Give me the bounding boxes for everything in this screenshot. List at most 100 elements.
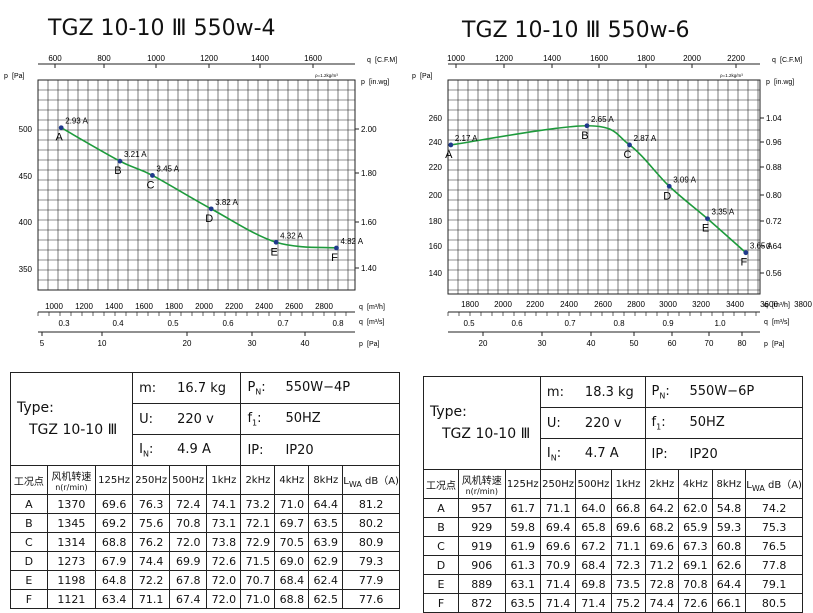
table-cell: 71.1 — [132, 589, 171, 609]
m3s-tick-label: 0.8 — [613, 319, 625, 328]
table-cell: 67.3 — [678, 536, 713, 556]
m3h-tick-label: 1600 — [135, 302, 153, 311]
mass-cell: m: 16.7 kg — [132, 372, 242, 404]
density-label: ρ=1.2kg/m³ — [720, 73, 743, 78]
operating-point-label: E — [702, 223, 709, 235]
m3h-tick-label: 2600 — [594, 300, 612, 309]
header-4khz: 4kHz — [274, 465, 310, 495]
spec-table-550w-4: Type: TGZ 10-10 Ⅲ m: 16.7 kg PN: 550W−4P U… — [9, 372, 400, 609]
table-cell: 67.4 — [169, 589, 208, 609]
table-cell: 70.9 — [539, 555, 577, 575]
table-row: D 906 61.3 70.9 68.4 72.3 71.2 69.1 62.6 77.8 — [423, 555, 803, 575]
cfm-tick-label: 800 — [97, 54, 111, 63]
table-cell: 76.2 — [132, 532, 171, 552]
table-cell: 67.2 — [575, 536, 612, 556]
mass-value: 16.7 kg — [177, 380, 226, 396]
operating-point-current: 3.45 A — [156, 164, 179, 173]
pd-tick-label: 5 — [40, 339, 45, 348]
table-cell: 62.9 — [308, 551, 344, 571]
pd-tick-label: 20 — [479, 339, 488, 348]
table-row: C 1314 68.8 76.2 72.0 73.8 72.9 70.5 63.9 80.9 — [10, 532, 400, 552]
m3s-axis-unit: [m³/s] — [772, 319, 790, 326]
table-cell: 70.7 — [240, 570, 276, 590]
table-cell: 68.2 — [644, 517, 680, 537]
table-cell: 79.1 — [745, 574, 803, 594]
table-cell: 69.6 — [610, 517, 646, 537]
table-cell: 73.1 — [206, 513, 242, 533]
table-row: D 1273 67.9 74.4 69.9 72.6 71.5 69.0 62.9 79.3 — [10, 551, 400, 571]
m3s-tick-label: 0.5 — [167, 319, 179, 328]
header-500hz: 500Hz — [169, 465, 208, 495]
ip-label: IP: — [247, 442, 264, 458]
header-500hz: 500Hz — [575, 469, 612, 499]
voltage-label: U: — [546, 415, 561, 431]
header-125hz: 125Hz — [95, 465, 134, 495]
table-cell: 73.8 — [206, 532, 242, 552]
table-row: F 872 63.5 71.4 71.4 75.2 74.4 72.6 66.1 80.5 — [423, 593, 803, 613]
cfm-axis-label: q — [367, 57, 371, 64]
table-cell: 957 — [457, 498, 506, 518]
operating-point-label: E — [270, 246, 277, 258]
header-lwa: LWA dB（A) — [342, 465, 400, 495]
operating-point-current: 2.65 A — [591, 115, 614, 124]
table-cell: 919 — [457, 536, 506, 556]
row-point-label: B — [423, 517, 459, 537]
power-value: 550W−6P — [689, 383, 755, 399]
table-cell: 71.1 — [610, 536, 646, 556]
inwg-axis-label: p — [361, 79, 365, 86]
table-cell: 72.6 — [206, 551, 242, 571]
m3s-axis-label: q — [359, 319, 363, 326]
spec-table-550w-6: Type: TGZ 10-10 Ⅲ m: 18.3 kg PN: 550W−6P U… — [423, 376, 804, 613]
table-cell: 80.2 — [342, 513, 400, 533]
table-cell: 72.6 — [678, 593, 713, 613]
table-cell: 63.9 — [308, 532, 344, 552]
table-cell: 75.3 — [745, 517, 803, 537]
m3h-tick-label: 3000 — [659, 300, 677, 309]
pd-tick-label: 40 — [301, 339, 310, 348]
operating-point-marker — [150, 173, 155, 178]
table-cell: 72.8 — [644, 574, 680, 594]
table-cell: 72.9 — [240, 532, 276, 552]
m3h-tick-label: 2000 — [195, 302, 213, 311]
power-value: 550W−4P — [285, 379, 351, 395]
pa-axis-label: p — [412, 73, 416, 80]
table-cell: 60.8 — [711, 536, 747, 556]
inwg-tick-label: 0.96 — [766, 138, 782, 147]
header-1khz: 1kHz — [206, 465, 242, 495]
m3h-axis-unit: [m³/h] — [367, 304, 385, 311]
m3s-axis-unit: [m³/s] — [367, 319, 385, 326]
operating-point-label: F — [331, 252, 338, 264]
table-cell: 70.8 — [169, 513, 208, 533]
m3s-tick-label: 0.6 — [511, 319, 523, 328]
table-row: B 1345 69.2 75.6 70.8 73.1 72.1 69.7 63.5 80.2 — [10, 513, 400, 533]
table-cell: 929 — [457, 517, 506, 537]
plot-frame — [37, 79, 356, 291]
header-point: 工况点 — [10, 465, 48, 495]
operating-point-current: 2.17 A — [455, 134, 478, 143]
table-cell: 74.4 — [132, 551, 171, 571]
inwg-tick-label: 2.00 — [361, 125, 377, 134]
header-speed: 风机转速 n(r/min) — [457, 469, 506, 499]
row-point-label: C — [10, 532, 48, 552]
power-label: PN: — [247, 379, 266, 397]
power-cell: PN: 550W−4P — [240, 372, 400, 404]
voltage-cell: U: 220 v — [539, 407, 646, 439]
operating-point-label: C — [146, 179, 154, 191]
operating-point-label: B — [114, 165, 121, 177]
table-cell: 71.0 — [240, 589, 276, 609]
inwg-tick-label: 0.56 — [766, 269, 782, 278]
row-point-label: E — [423, 574, 459, 594]
table-cell: 62.6 — [711, 555, 747, 575]
table-cell: 69.6 — [539, 536, 577, 556]
operating-point-marker — [117, 158, 123, 164]
table-row: F 1121 63.4 71.1 67.4 72.0 71.0 68.8 62.5 77.6 — [10, 589, 400, 609]
cfm-tick-label: 2000 — [683, 54, 701, 63]
power-cell: PN: 550W−6P — [644, 376, 804, 408]
current-cell: IN: 4.7 A — [539, 438, 646, 470]
table-cell: 71.4 — [575, 593, 612, 613]
pd-tick-label: 60 — [668, 339, 677, 348]
m3s-tick-label: 0.8 — [332, 319, 344, 328]
cfm-tick-label: 1400 — [251, 54, 269, 63]
table-cell: 63.5 — [504, 593, 541, 613]
m3s-tick-label: 0.3 — [58, 319, 70, 328]
